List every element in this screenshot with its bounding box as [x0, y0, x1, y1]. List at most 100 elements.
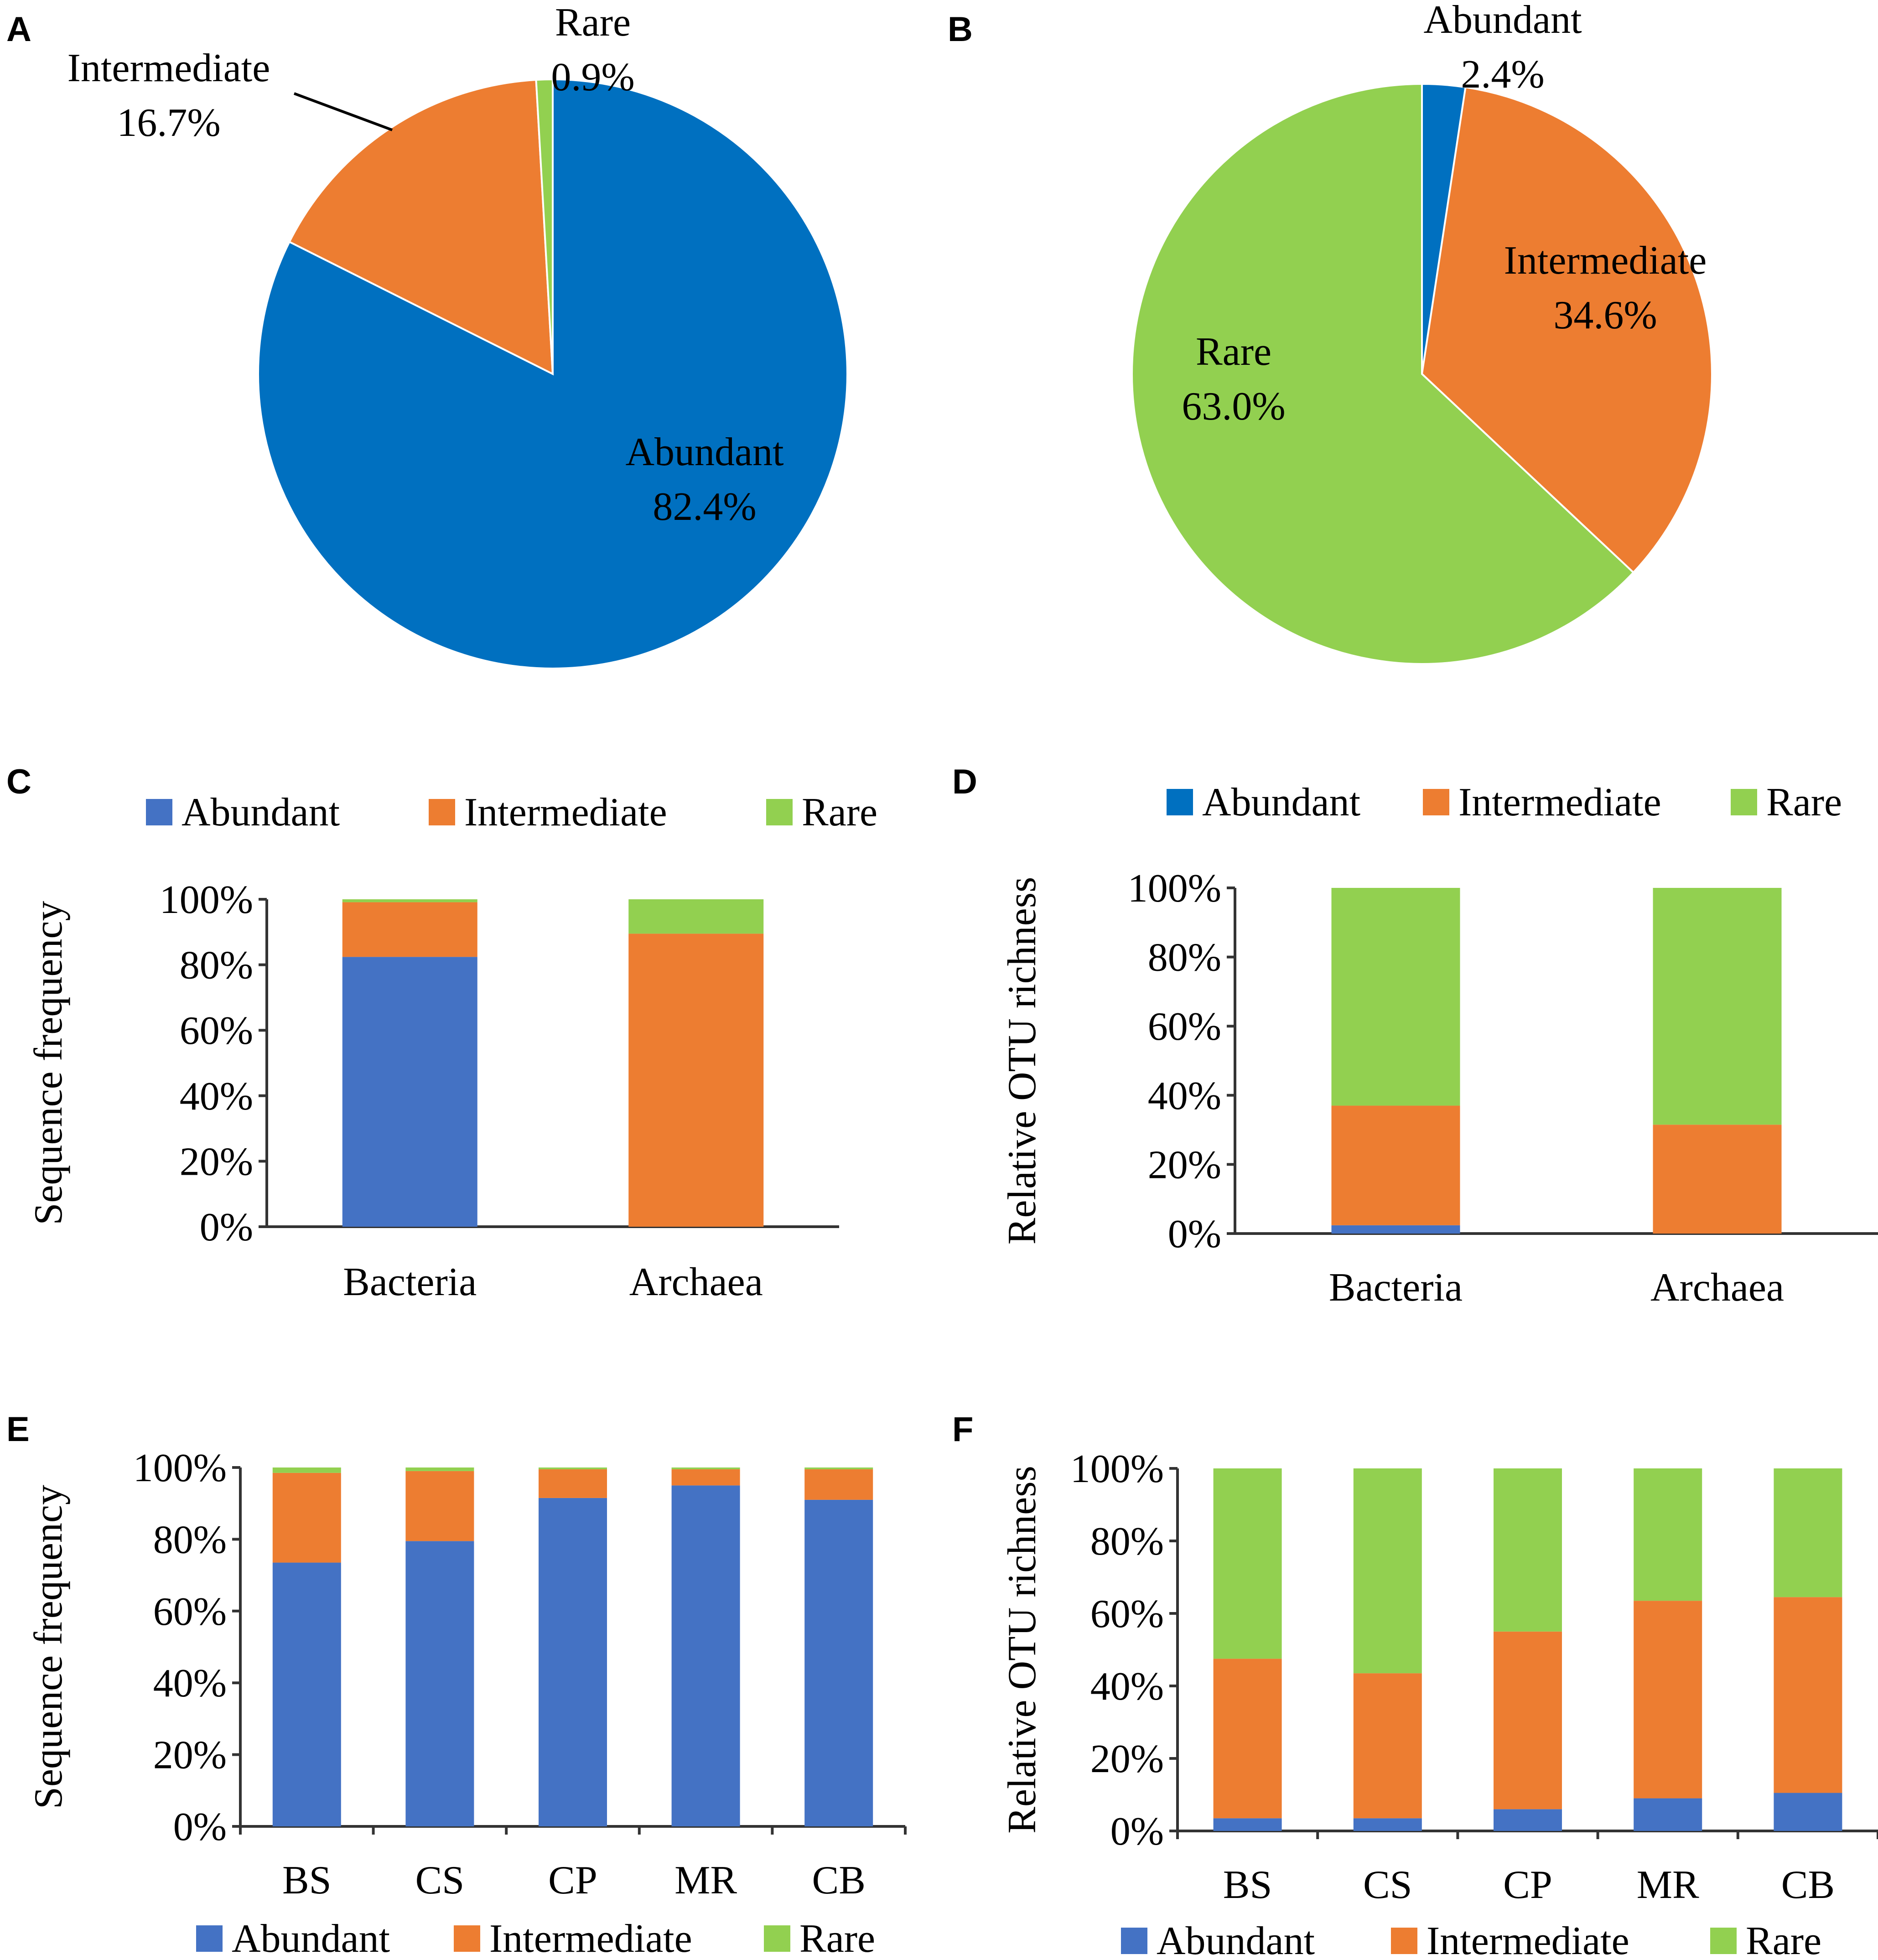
y-tick-label: 0% — [1110, 1810, 1164, 1854]
bar-chart-e: 0% 20% 40% 60% 80% 100% BS CS CP MR CB Sequence fre… — [26, 1446, 907, 1960]
bar-intermediate-cs — [405, 1471, 474, 1541]
bar-rare-bacteria — [342, 899, 477, 902]
bar-rare-cs — [405, 1467, 474, 1471]
leader-line-intermediate — [293, 92, 393, 131]
x-tick-label-cp: CP — [548, 1858, 597, 1903]
x-tick-label-bacteria: Bacteria — [343, 1260, 477, 1304]
legend-swatch-intermediate — [429, 799, 455, 825]
pie-label-rare: Rare — [555, 0, 631, 45]
x-tick-label-cs: CS — [415, 1858, 465, 1903]
bar-rare-bacteria — [1331, 888, 1460, 1106]
bar-rare-cs — [1353, 1468, 1422, 1674]
x-tick-label-cb: CB — [1781, 1863, 1835, 1907]
bar-intermediate-mr — [671, 1469, 740, 1486]
bar-intermediate-cs — [1353, 1673, 1422, 1819]
panel-label-d: D — [952, 762, 977, 801]
y-tick-label: 0% — [173, 1805, 227, 1849]
legend-swatch-intermediate — [1423, 789, 1449, 815]
legend-swatch-rare — [764, 1925, 790, 1952]
y-tick-label: 60% — [153, 1590, 227, 1634]
x-tick-label-cp: CP — [1503, 1863, 1552, 1907]
pie-chart-b: Abundant 2.4% Intermediate 34.6% Rare 63.0% — [1131, 0, 1713, 665]
x-tick-label-archaea: Archaea — [1650, 1265, 1784, 1310]
bar-rare-archaea — [1653, 888, 1782, 1125]
bar-intermediate-bs — [1213, 1659, 1282, 1819]
y-tick-label: 100% — [1070, 1447, 1164, 1491]
x-tick-label-bs: BS — [1223, 1863, 1272, 1907]
legend-label-intermediate: Intermediate — [1458, 780, 1661, 824]
panel-label-e: E — [6, 1410, 30, 1449]
pie-label-abundant: Abundant — [625, 430, 783, 474]
pie-label-rare: Rare — [1196, 330, 1271, 374]
pie-label-intermediate: Intermediate — [67, 46, 270, 90]
legend-label-abundant: Abundant — [182, 790, 340, 835]
legend-swatch-rare — [1731, 789, 1757, 815]
bar-intermediate-bs — [272, 1473, 341, 1563]
bar-abundant-bs — [1213, 1818, 1282, 1831]
x-tick-label-bs: BS — [282, 1858, 332, 1903]
panel-label-a: A — [6, 10, 31, 49]
bar-rare-cp — [539, 1467, 607, 1469]
x-tick-label-mr: MR — [674, 1858, 737, 1903]
bar-abundant-bacteria — [1331, 1225, 1460, 1234]
legend-label-abundant: Abundant — [232, 1917, 390, 1960]
bar-abundant-cs — [405, 1541, 474, 1826]
legend-swatch-abundant — [1121, 1928, 1147, 1954]
legend-swatch-abundant — [146, 799, 172, 825]
pie-value-rare: 0.9% — [551, 55, 634, 99]
legend-label-intermediate: Intermediate — [489, 1917, 692, 1960]
y-tick-label: 80% — [1148, 936, 1221, 980]
bar-intermediate-archaea — [628, 933, 764, 1227]
x-tick-label-mr: MR — [1637, 1863, 1699, 1907]
y-tick-label: 80% — [153, 1518, 227, 1562]
legend-label-intermediate: Intermediate — [464, 790, 667, 835]
bar-intermediate-cb — [1774, 1597, 1842, 1793]
pie-label-intermediate: Intermediate — [1504, 239, 1707, 283]
bar-rare-bs — [272, 1467, 341, 1473]
legend-label-rare: Rare — [1766, 780, 1842, 824]
y-tick-label: 40% — [180, 1074, 253, 1119]
bar-abundant-mr — [1634, 1798, 1702, 1831]
pie-label-abundant: Abundant — [1423, 0, 1582, 42]
y-tick-label: 20% — [180, 1140, 253, 1184]
bar-abundant-bs — [272, 1562, 341, 1826]
bar-chart-f: 0% 20% 40% 60% 80% 100% BS CS CP MR CB Relative OTU… — [1000, 1447, 1878, 1960]
bar-abundant-cb — [804, 1499, 873, 1826]
y-tick-label: 20% — [1090, 1737, 1164, 1781]
panel-label-f: F — [952, 1410, 973, 1449]
legend-label-intermediate: Intermediate — [1427, 1919, 1629, 1960]
x-tick-label-cs: CS — [1363, 1863, 1412, 1907]
bar-intermediate-archaea — [1653, 1125, 1782, 1234]
panel-label-c: C — [6, 762, 31, 801]
pie-slice-intermediate — [1421, 86, 1713, 574]
y-tick-label: 20% — [153, 1733, 227, 1778]
bar-rare-mr — [1634, 1468, 1702, 1601]
pie-slice-rare — [1131, 83, 1635, 665]
bar-rare-bs — [1213, 1468, 1282, 1659]
y-tick-label: 40% — [1090, 1664, 1164, 1709]
bar-abundant-cp — [539, 1498, 607, 1826]
legend-swatch-intermediate — [1391, 1928, 1417, 1954]
x-tick-label-archaea: Archaea — [629, 1260, 763, 1304]
legend-swatch-rare — [1710, 1928, 1737, 1954]
y-tick-label: 60% — [1148, 1005, 1221, 1049]
bar-abundant-cb — [1774, 1793, 1842, 1831]
bar-intermediate-bacteria — [342, 902, 477, 957]
pie-value-rare: 63.0% — [1182, 384, 1285, 429]
pie-value-abundant: 82.4% — [653, 485, 756, 529]
legend-label-rare: Rare — [799, 1917, 875, 1960]
bar-rare-cp — [1494, 1468, 1562, 1632]
bar-rare-mr — [671, 1467, 740, 1469]
bar-chart-c: 0% 20% 40% 60% 80% 100% Bacteria Archaea Sequenc… — [26, 790, 877, 1304]
legend-swatch-rare — [766, 799, 793, 825]
legend-label-abundant: Abundant — [1202, 780, 1360, 824]
legend-swatch-abundant — [196, 1925, 223, 1952]
y-tick-label: 0% — [1168, 1212, 1221, 1256]
legend-swatch-abundant — [1167, 789, 1193, 815]
x-tick-label-bacteria: Bacteria — [1329, 1265, 1463, 1310]
bar-abundant-bacteria — [342, 957, 477, 1227]
pie-slice-rare — [535, 78, 554, 374]
y-tick-label: 60% — [180, 1009, 253, 1053]
bar-rare-cb — [804, 1467, 873, 1469]
